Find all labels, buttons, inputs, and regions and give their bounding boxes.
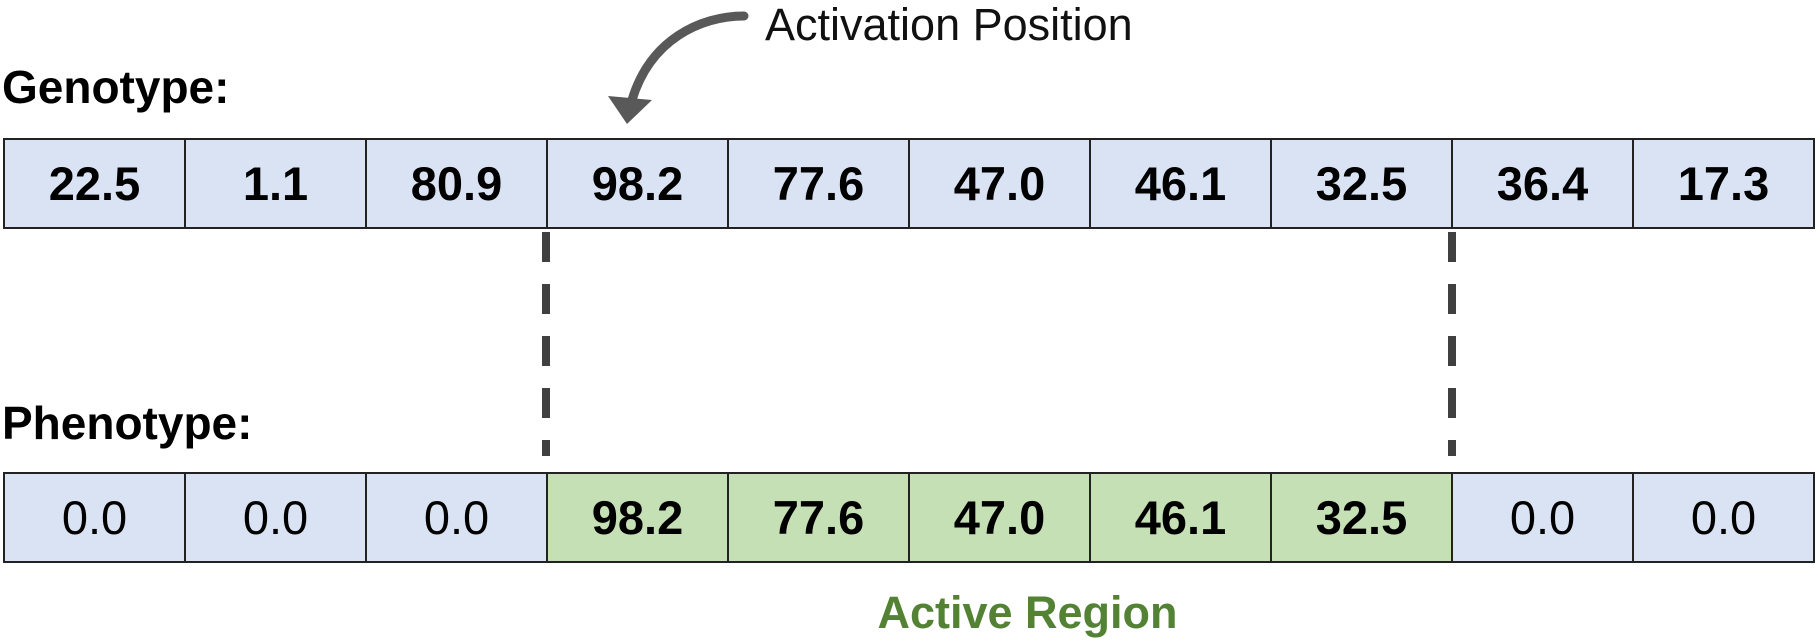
phenotype-cell-7: 32.5: [1272, 474, 1453, 561]
phenotype-cell-8: 0.0: [1453, 474, 1634, 561]
phenotype-cell-9: 0.0: [1634, 474, 1813, 561]
genotype-cell-6: 46.1: [1091, 140, 1272, 227]
genotype-cell-0: 22.5: [5, 140, 186, 227]
genotype-cell-2: 80.9: [367, 140, 548, 227]
activation-position-label: Activation Position: [765, 0, 1133, 50]
activation-arrow-curve: [627, 11, 749, 105]
phenotype-cell-0: 0.0: [5, 474, 186, 561]
genotype-cell-7: 32.5: [1272, 140, 1453, 227]
genotype-cell-8: 36.4: [1453, 140, 1634, 227]
phenotype-row: 0.0 0.0 0.0 98.2 77.6 47.0 46.1 32.5 0.0 0.0: [3, 472, 1815, 563]
phenotype-cell-5: 47.0: [910, 474, 1091, 561]
active-region-label: Active Region: [877, 587, 1178, 638]
activation-arrow-head: [608, 96, 652, 124]
genotype-label: Genotype:: [2, 61, 230, 113]
genotype-row: 22.5 1.1 80.9 98.2 77.6 47.0 46.1 32.5 36.4 17.3: [3, 138, 1815, 229]
phenotype-label: Phenotype:: [2, 397, 253, 449]
genotype-cell-5: 47.0: [910, 140, 1091, 227]
phenotype-cell-6: 46.1: [1091, 474, 1272, 561]
phenotype-cell-2: 0.0: [367, 474, 548, 561]
genotype-cell-9: 17.3: [1634, 140, 1813, 227]
phenotype-cell-4: 77.6: [729, 474, 910, 561]
genotype-cell-4: 77.6: [729, 140, 910, 227]
phenotype-cell-3: 98.2: [548, 474, 729, 561]
phenotype-cell-1: 0.0: [186, 474, 367, 561]
genotype-cell-3: 98.2: [548, 140, 729, 227]
genotype-cell-1: 1.1: [186, 140, 367, 227]
